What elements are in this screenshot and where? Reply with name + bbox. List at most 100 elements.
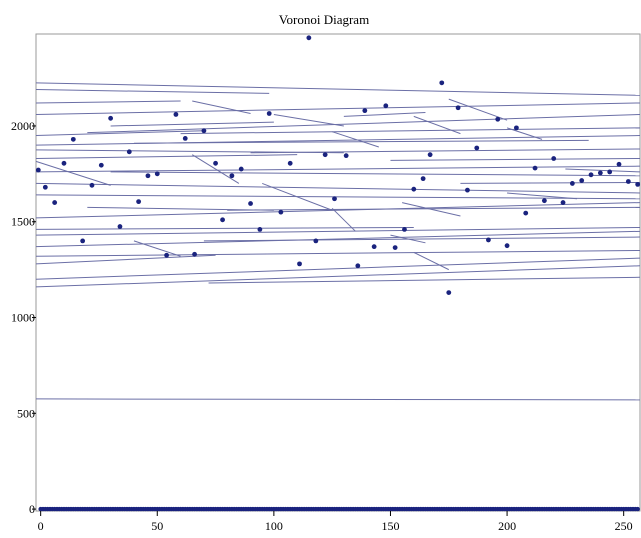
voronoi-edge <box>203 236 641 242</box>
site-point <box>136 199 142 205</box>
voronoi-edge <box>192 100 251 114</box>
site-point <box>98 162 104 168</box>
axes: 0 50 100 150 200 250 0 500 1000 1500 2000 <box>11 119 633 533</box>
x-tick-label: 250 <box>615 519 633 533</box>
site-point <box>182 136 188 141</box>
x-tick-label: 200 <box>498 519 516 533</box>
voronoi-edge <box>250 148 641 154</box>
site-point <box>455 105 461 111</box>
site-point <box>402 226 407 232</box>
site-point <box>523 210 529 216</box>
site-point <box>154 171 160 177</box>
site-point <box>355 263 361 269</box>
site-point <box>35 167 41 173</box>
voronoi-edge <box>35 89 270 94</box>
site-point <box>229 173 235 179</box>
voronoi-edge <box>35 249 641 257</box>
site-point <box>238 166 244 172</box>
x-tick-label: 100 <box>265 519 283 533</box>
chart-title: Voronoi Diagram <box>279 12 369 27</box>
voronoi-edge <box>208 276 641 284</box>
voronoi-edge <box>35 100 181 104</box>
site-point <box>126 149 132 155</box>
voronoi-edge <box>35 257 641 280</box>
site-point <box>597 170 603 176</box>
voronoi-edge <box>35 226 641 236</box>
site-point <box>61 160 67 166</box>
baseline-point <box>635 506 640 512</box>
voronoi-edge <box>35 182 641 194</box>
site-point <box>297 261 302 267</box>
voronoi-edge <box>273 113 344 127</box>
voronoi-edge <box>35 160 111 186</box>
voronoi-edge <box>332 131 379 148</box>
voronoi-edge <box>110 171 641 177</box>
site-point <box>495 116 501 122</box>
site-point <box>514 125 519 131</box>
site-point <box>383 103 389 109</box>
voronoi-edge <box>35 154 298 160</box>
voronoi-edge <box>191 154 240 184</box>
voronoi-edge <box>227 206 641 211</box>
site-point <box>42 184 48 190</box>
site-point <box>569 181 575 186</box>
y-tick-label: 2000 <box>11 119 35 133</box>
site-point <box>446 290 452 296</box>
site-point <box>145 173 151 179</box>
site-point <box>192 251 197 257</box>
site-point <box>635 181 641 187</box>
voronoi-edges <box>35 82 641 401</box>
site-point <box>551 156 557 161</box>
site-point <box>306 35 312 41</box>
voronoi-edge <box>35 194 641 200</box>
y-tick-label: 500 <box>17 406 35 420</box>
site-point <box>411 186 417 192</box>
y-tick-label: 0 <box>29 502 35 516</box>
y-tick-label: 1000 <box>11 311 35 325</box>
x-tick-label: 150 <box>381 519 399 533</box>
voronoi-edge <box>35 254 216 265</box>
voronoi-edge <box>565 168 641 173</box>
voronoi-edge <box>413 251 449 271</box>
voronoi-edge <box>343 112 426 117</box>
site-point <box>164 252 169 258</box>
site-point <box>322 152 328 158</box>
site-point <box>625 179 631 184</box>
voronoi-edge <box>390 234 426 244</box>
voronoi-edge <box>460 181 641 184</box>
voronoi-edge <box>35 165 641 173</box>
site-point <box>486 237 491 243</box>
site-point <box>343 153 349 159</box>
site-point <box>89 182 95 188</box>
plot-frame <box>35 33 641 512</box>
voronoi-edge <box>390 158 641 161</box>
site-point <box>579 178 585 183</box>
x-tick-label: 0 <box>38 519 44 533</box>
site-point <box>313 238 319 244</box>
site-point <box>213 160 218 166</box>
site-point <box>117 224 123 229</box>
voronoi-edge <box>402 202 461 217</box>
voronoi-edge <box>110 121 274 127</box>
y-tick-label: 1500 <box>11 215 35 229</box>
voronoi-edge <box>35 102 641 115</box>
site-point <box>52 200 58 205</box>
site-point <box>287 160 293 166</box>
site-point <box>588 172 594 178</box>
site-point <box>362 108 368 114</box>
site-point <box>427 152 433 158</box>
site-point <box>439 80 445 86</box>
site-point <box>80 238 86 244</box>
site-points <box>35 35 641 512</box>
voronoi-edge <box>448 98 508 121</box>
site-point <box>504 243 510 249</box>
site-point <box>392 245 398 250</box>
site-point <box>201 128 207 134</box>
voronoi-edge <box>35 202 641 219</box>
site-point <box>248 201 253 206</box>
site-point <box>220 217 225 223</box>
site-point <box>332 196 337 202</box>
site-point <box>278 209 284 215</box>
voronoi-edge <box>413 115 461 135</box>
site-point <box>173 112 179 117</box>
